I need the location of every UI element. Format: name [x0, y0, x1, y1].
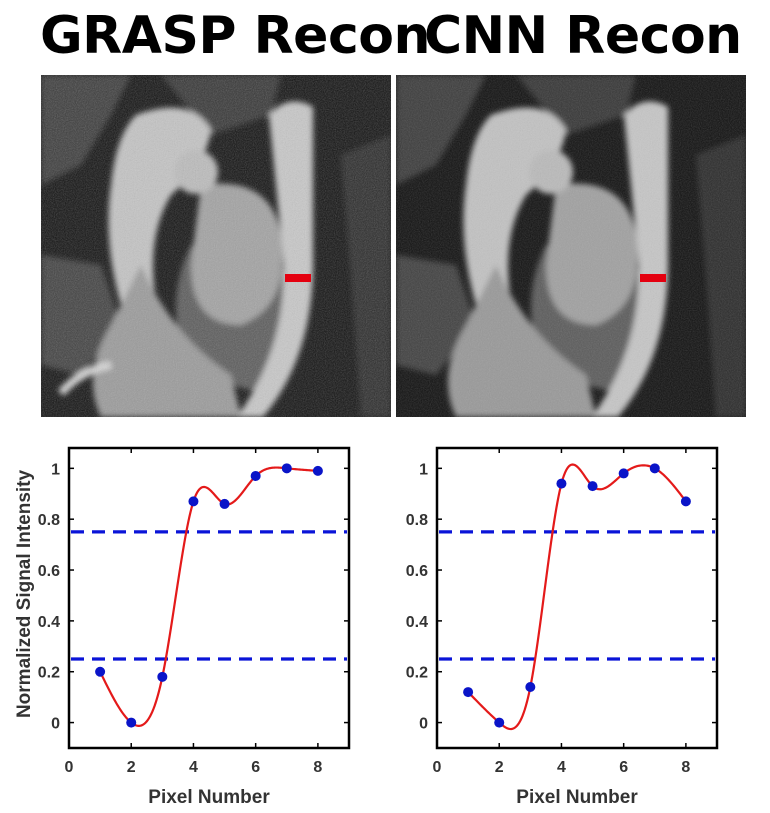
- chart-2: 0 2 4 6 8 0 0.2 0.4 0.6 0.8 1 Pixel Number: [406, 446, 719, 808]
- plot-frame: [67, 446, 351, 750]
- y-tick-label: 0.2: [38, 665, 60, 682]
- title-grasp-recon: GRASP Recon: [40, 6, 431, 66]
- data-point-1: [463, 687, 474, 698]
- x-tick-label: 4: [557, 759, 566, 776]
- data-point-5: [219, 498, 230, 509]
- data-point-2: [126, 717, 137, 728]
- y-tick-label: 0.8: [406, 512, 428, 529]
- roi-marker: [640, 274, 666, 282]
- data-point-6: [250, 470, 261, 481]
- roi-marker: [285, 274, 311, 282]
- data-point-3: [525, 681, 536, 692]
- fit-curve: [467, 463, 687, 731]
- data-point-5: [587, 481, 598, 492]
- x-axis-label: Pixel Number: [148, 787, 270, 808]
- mri-image-grasp: [41, 75, 391, 417]
- x-tick-label: 6: [251, 759, 260, 776]
- y-tick-label: 1: [419, 461, 428, 478]
- data-point-4: [188, 496, 199, 507]
- y-tick-label: 0.6: [38, 563, 60, 580]
- y-tick-label: 0: [51, 716, 60, 733]
- x-tick-label: 2: [127, 759, 136, 776]
- data-point-3: [157, 671, 168, 682]
- x-tick-label: 6: [619, 759, 628, 776]
- data-point-4: [556, 478, 567, 489]
- fit-curve: [99, 466, 318, 727]
- data-point-8: [312, 465, 323, 476]
- x-tick-label: 0: [65, 759, 74, 776]
- data-point-8: [680, 496, 691, 507]
- data-point-7: [281, 463, 292, 474]
- y-tick-label: 0: [419, 716, 428, 733]
- chart-1: 0 2 4 6 8 0 0.2 0.4 0.6 0.8 1 Pixel Number Normalize…: [14, 446, 351, 808]
- data-point-7: [649, 463, 660, 474]
- data-point-1: [95, 666, 106, 677]
- x-tick-label: 4: [189, 759, 198, 776]
- mri-image-cnn: [396, 75, 746, 417]
- data-point-6: [618, 468, 629, 479]
- y-axis-label: Normalized Signal Intensity: [14, 470, 35, 719]
- x-tick-label: 2: [495, 759, 504, 776]
- data-point-2: [494, 717, 505, 728]
- y-tick-label: 0.4: [38, 614, 60, 631]
- y-tick-label: 0.2: [406, 665, 428, 682]
- y-tick-label: 0.6: [406, 563, 428, 580]
- x-tick-label: 0: [433, 759, 442, 776]
- y-tick-label: 0.8: [38, 512, 60, 529]
- x-tick-label: 8: [313, 759, 322, 776]
- x-tick-label: 8: [681, 759, 690, 776]
- y-tick-label: 0.4: [406, 614, 428, 631]
- x-axis-label: Pixel Number: [516, 787, 638, 808]
- title-cnn-recon: CNN Recon: [424, 6, 742, 66]
- plot-frame: [435, 446, 719, 750]
- y-tick-label: 1: [51, 461, 60, 478]
